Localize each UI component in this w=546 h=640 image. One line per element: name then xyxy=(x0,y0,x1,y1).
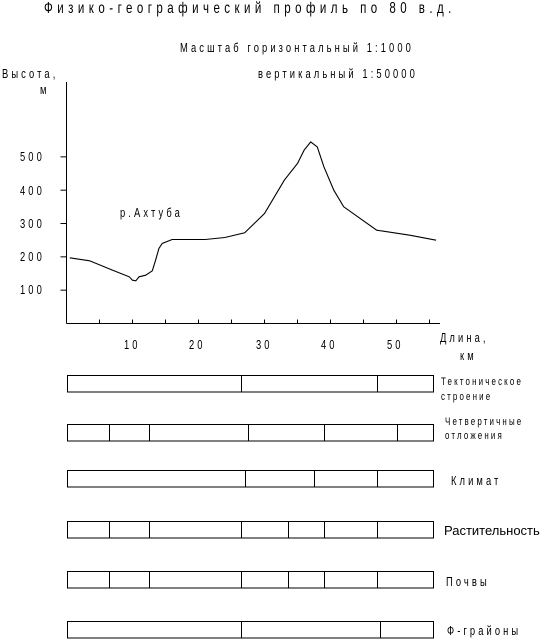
axis-ticks xyxy=(60,156,430,324)
y-tick-label: 200 xyxy=(20,249,45,264)
x-axis-label: Длина, xyxy=(440,330,489,345)
strip-label-vegetation: Растительность xyxy=(444,523,540,538)
y-tick-label: 400 xyxy=(20,183,45,198)
y-tick-label: 300 xyxy=(20,216,45,231)
x-tick-label: 10 xyxy=(124,337,141,352)
x-tick-label: 20 xyxy=(189,337,206,352)
y-tick-label: 500 xyxy=(20,149,45,164)
y-axis-unit: м xyxy=(40,82,50,97)
strip-label-tectonic: Тектоническое xyxy=(441,376,524,388)
strip-box xyxy=(67,521,434,539)
strip-label-quaternary-2: отложения xyxy=(445,430,504,442)
strip-label-climate: Климат xyxy=(451,473,502,488)
y-tick-label: 100 xyxy=(20,282,45,297)
profile-series-line xyxy=(69,141,437,282)
page-title: Физико-географический профиль по 80 в.д. xyxy=(44,0,456,17)
strip-box xyxy=(67,470,434,488)
river-annotation: р.Ахтуба xyxy=(120,205,183,220)
x-tick-label: 40 xyxy=(321,337,338,352)
strip-label-tectonic-2: строение xyxy=(441,391,493,403)
landscape-strips xyxy=(67,375,434,639)
chart-axes xyxy=(66,82,440,324)
strip-box xyxy=(67,424,434,442)
strip-label-quaternary: Четвертичные xyxy=(445,416,524,428)
strip-box xyxy=(67,571,434,589)
x-tick-label: 30 xyxy=(256,337,273,352)
x-axis-unit: км xyxy=(460,348,477,363)
horizontal-scale-label: Масштаб горизонтальный 1:1000 xyxy=(180,40,414,55)
y-axis-label: Высота, xyxy=(2,66,59,81)
strip-box xyxy=(67,621,434,639)
strip-label-regions: Ф-грайоны xyxy=(447,623,522,638)
strip-label-soils: Почвы xyxy=(446,574,490,589)
strip-box xyxy=(67,375,434,393)
x-tick-label: 50 xyxy=(387,337,404,352)
vertical-scale-label: вертикальный 1:50000 xyxy=(258,66,418,81)
